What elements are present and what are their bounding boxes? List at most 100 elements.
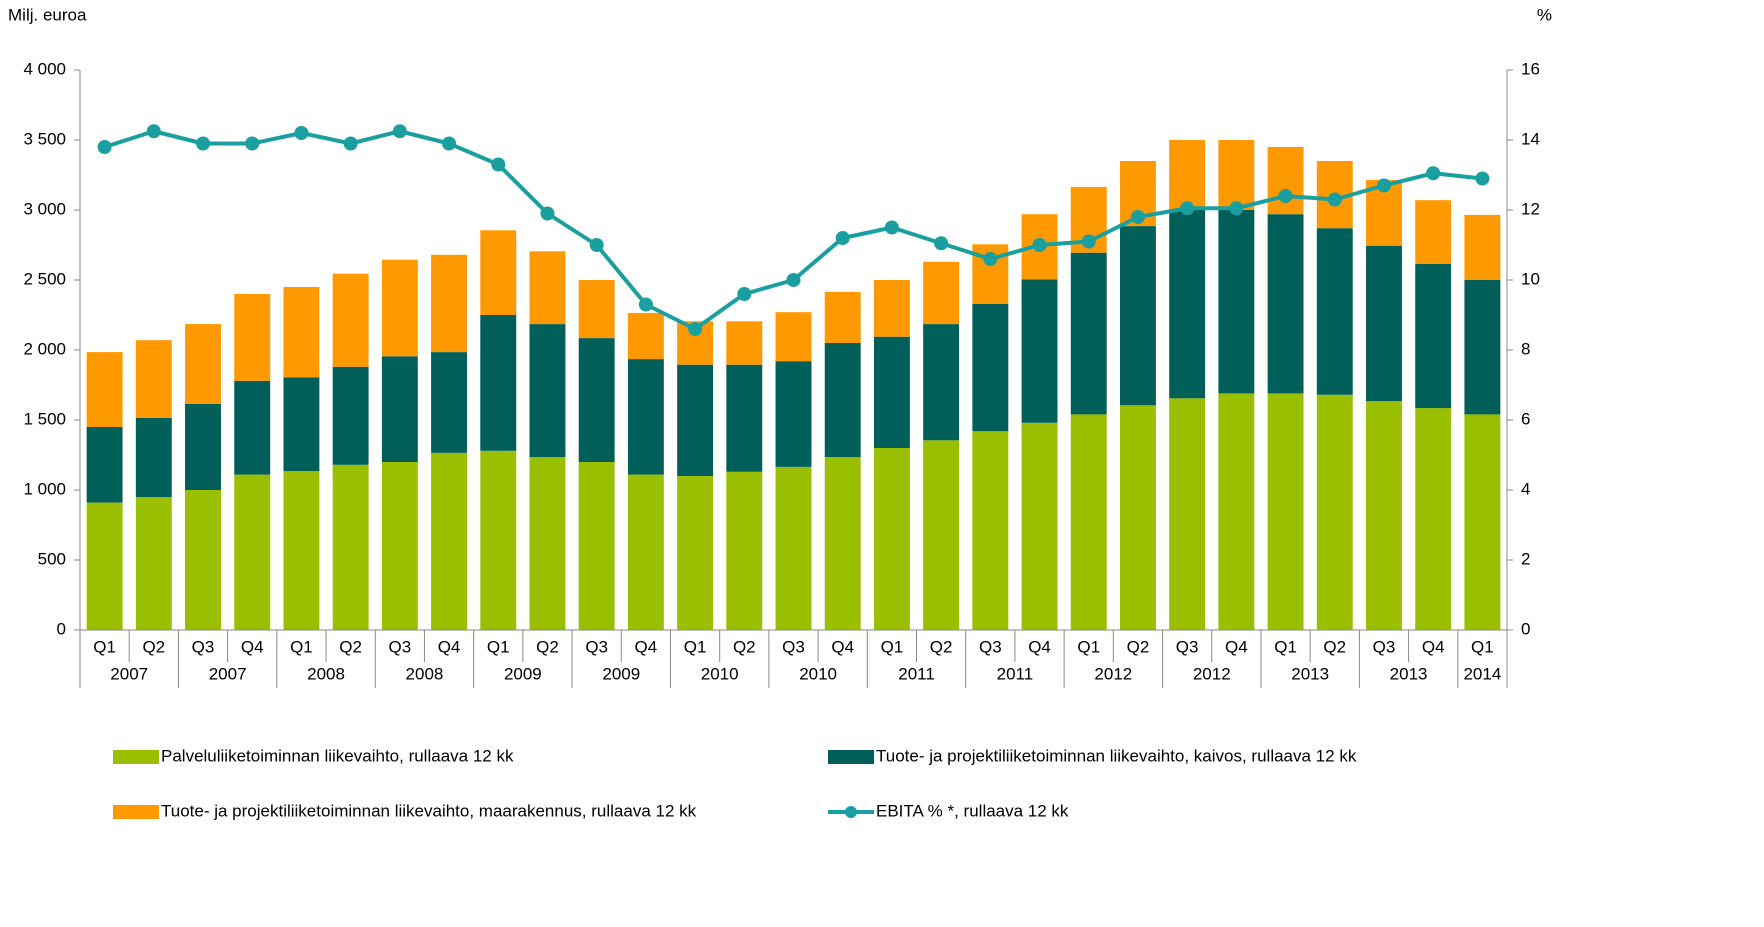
y2-tick-label: 14 xyxy=(1521,129,1540,148)
bar-segment xyxy=(1169,210,1206,399)
bar-segment xyxy=(873,336,910,448)
x-tick-label: Q3 xyxy=(979,637,1002,656)
bar-segment xyxy=(972,431,1009,630)
bar-segment xyxy=(381,462,418,630)
y2-tick-label: 16 xyxy=(1521,59,1540,78)
y-tick-label: 1 000 xyxy=(23,479,66,498)
bar-segment xyxy=(726,321,763,365)
bar-segment xyxy=(480,230,517,315)
x-group-label: 2013 xyxy=(1291,664,1329,683)
y-tick-label: 4 000 xyxy=(23,59,66,78)
bar-segment xyxy=(1218,140,1255,210)
bar-segment xyxy=(332,273,369,367)
bar-segment xyxy=(873,448,910,630)
line-marker xyxy=(146,124,161,139)
bar-segment xyxy=(332,366,369,465)
y2-tick-label: 12 xyxy=(1521,199,1540,218)
bar-segment xyxy=(1169,140,1206,210)
x-tick-label: Q4 xyxy=(1028,637,1051,656)
bar-segment xyxy=(627,359,664,475)
legend-swatch xyxy=(113,750,159,764)
line-marker xyxy=(1130,210,1145,224)
x-tick-label: Q3 xyxy=(1373,637,1396,656)
bar-segment xyxy=(185,403,221,490)
x-group-label: 2012 xyxy=(1094,664,1132,683)
line-marker xyxy=(294,126,309,140)
bar-segment xyxy=(726,471,763,630)
x-group-label: 2007 xyxy=(209,664,247,683)
x-tick-label: Q4 xyxy=(241,637,264,656)
line-marker xyxy=(1376,178,1391,193)
bar-segment xyxy=(1119,405,1156,630)
x-group-label: 2007 xyxy=(110,664,148,683)
line-marker xyxy=(540,206,555,221)
bar-segment xyxy=(283,287,320,378)
line-marker xyxy=(786,273,801,287)
x-tick-label: Q4 xyxy=(1225,637,1248,656)
x-group-label: 2012 xyxy=(1193,664,1231,683)
bar-segment xyxy=(677,476,714,630)
bar-segment xyxy=(923,324,960,441)
y2-tick-label: 4 xyxy=(1521,479,1530,498)
bar-segment xyxy=(86,352,123,427)
bar-segment xyxy=(86,427,123,503)
line-marker xyxy=(688,322,703,336)
bar-segment xyxy=(529,251,566,325)
bar-segment xyxy=(1267,147,1304,215)
bar-segment xyxy=(627,474,664,630)
bar-segment xyxy=(529,457,566,630)
x-group-label: 2013 xyxy=(1390,664,1428,683)
legend-swatch-marker xyxy=(845,806,857,818)
bar-segment xyxy=(86,502,123,630)
bar-segment xyxy=(1366,245,1402,402)
bar-segment xyxy=(1464,414,1501,630)
bar-segment xyxy=(824,291,861,343)
x-group-label: 2011 xyxy=(898,664,935,683)
line-marker xyxy=(1278,189,1293,203)
bar-segment xyxy=(578,338,615,462)
line-marker xyxy=(196,136,211,151)
bar-segment xyxy=(775,466,812,630)
y-axis-label: Milj. euroa xyxy=(8,5,87,24)
legend-swatch xyxy=(113,805,159,819)
line-marker xyxy=(1327,192,1342,207)
bar-segment xyxy=(234,474,271,630)
y-tick-label: 2 500 xyxy=(23,269,66,288)
bar-segment xyxy=(1267,393,1304,630)
x-tick-label: Q1 xyxy=(684,637,707,656)
line-marker xyxy=(343,136,358,151)
line-marker xyxy=(1229,201,1244,216)
bar-segment xyxy=(824,343,861,458)
x-tick-label: Q1 xyxy=(93,637,116,656)
x-group-label: 2009 xyxy=(602,664,640,683)
bar-segment xyxy=(775,361,812,467)
bar-segment xyxy=(1218,210,1255,394)
x-tick-label: Q2 xyxy=(142,637,165,656)
y2-tick-label: 6 xyxy=(1521,409,1530,428)
bar-segment xyxy=(480,315,517,451)
x-group-label: 2010 xyxy=(701,664,739,683)
legend-swatch xyxy=(828,750,874,764)
x-tick-label: Q1 xyxy=(290,637,313,656)
x-tick-label: Q4 xyxy=(1422,637,1445,656)
bar-segment xyxy=(873,280,910,337)
y2-tick-label: 10 xyxy=(1521,269,1540,288)
legend-label: EBITA % *, rullaava 12 kk xyxy=(876,801,1069,820)
line-marker xyxy=(1475,171,1490,186)
y-tick-label: 500 xyxy=(38,549,66,568)
bar-segment xyxy=(1316,394,1353,630)
line-marker xyxy=(835,231,850,245)
bar-segment xyxy=(431,254,468,353)
bar-segment xyxy=(135,417,172,497)
y-tick-label: 0 xyxy=(57,619,66,638)
bar-segment xyxy=(1316,228,1353,395)
y-tick-label: 3 500 xyxy=(23,129,66,148)
line-marker xyxy=(1081,234,1096,249)
x-tick-label: Q2 xyxy=(339,637,362,656)
x-tick-label: Q3 xyxy=(585,637,608,656)
line-marker xyxy=(1180,201,1195,216)
line-marker xyxy=(97,140,112,154)
bar-segment xyxy=(1366,401,1402,630)
x-tick-label: Q1 xyxy=(1274,637,1297,656)
